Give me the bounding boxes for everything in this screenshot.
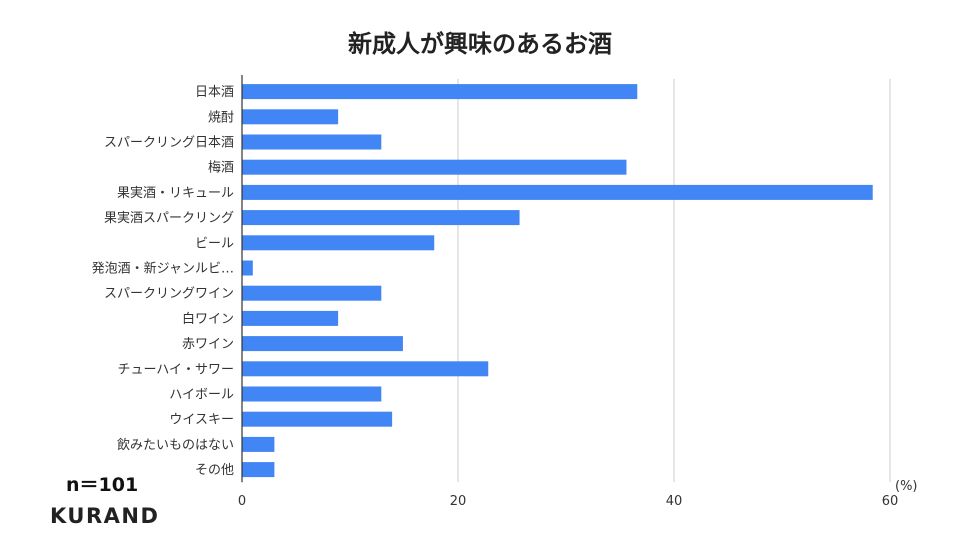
bar-series bbox=[242, 84, 873, 478]
bar bbox=[242, 159, 627, 175]
grid-lines bbox=[457, 79, 891, 483]
x-axis-ticks: 0 20 40 60 bbox=[238, 494, 898, 509]
category-label: ハイボール bbox=[169, 388, 234, 403]
bar bbox=[242, 84, 638, 100]
bar bbox=[242, 386, 382, 402]
bar bbox=[242, 310, 339, 326]
category-label: 白ワイン bbox=[182, 311, 234, 327]
x-tick-label: 40 bbox=[666, 494, 683, 509]
bar bbox=[242, 411, 393, 427]
bar bbox=[242, 361, 489, 377]
bar bbox=[242, 462, 275, 478]
bar bbox=[242, 210, 520, 226]
category-label: 焼酎 bbox=[208, 110, 234, 125]
chart-title: 新成人が興味のあるお酒 bbox=[348, 30, 612, 58]
bar bbox=[242, 109, 339, 125]
bar bbox=[242, 436, 275, 452]
category-label: 果実酒・リキュール bbox=[117, 185, 234, 201]
category-label: 発泡酒・新ジャンルビ… bbox=[92, 261, 234, 277]
category-label: ビール bbox=[195, 236, 234, 251]
bar bbox=[242, 134, 382, 150]
category-label: 日本酒 bbox=[195, 85, 234, 100]
bar bbox=[242, 235, 435, 251]
category-label: その他 bbox=[195, 463, 234, 478]
category-label: スパークリング日本酒 bbox=[104, 136, 234, 151]
bar bbox=[242, 285, 382, 301]
category-label: ウイスキー bbox=[169, 413, 234, 428]
bar bbox=[242, 260, 253, 276]
brand-logo: KURAND bbox=[50, 504, 160, 528]
category-label: チューハイ・サワー bbox=[118, 362, 234, 377]
bar bbox=[242, 336, 403, 352]
category-label: 飲みたいものはない bbox=[117, 437, 234, 453]
bar bbox=[242, 184, 873, 200]
x-tick-label: 20 bbox=[450, 494, 467, 509]
sample-size-note: n＝101 bbox=[66, 474, 139, 496]
x-tick-label: 60 bbox=[882, 494, 899, 509]
category-label: 果実酒スパークリング bbox=[104, 210, 234, 226]
x-tick-label: 0 bbox=[238, 494, 246, 509]
category-label: スパークリングワイン bbox=[104, 287, 234, 302]
category-label: 赤ワイン bbox=[182, 337, 234, 352]
category-labels: 日本酒焼酎スパークリング日本酒梅酒果実酒・リキュール果実酒スパークリングビール発… bbox=[92, 85, 234, 478]
category-label: 梅酒 bbox=[208, 161, 234, 176]
x-axis-unit-label: (%) bbox=[895, 479, 918, 494]
